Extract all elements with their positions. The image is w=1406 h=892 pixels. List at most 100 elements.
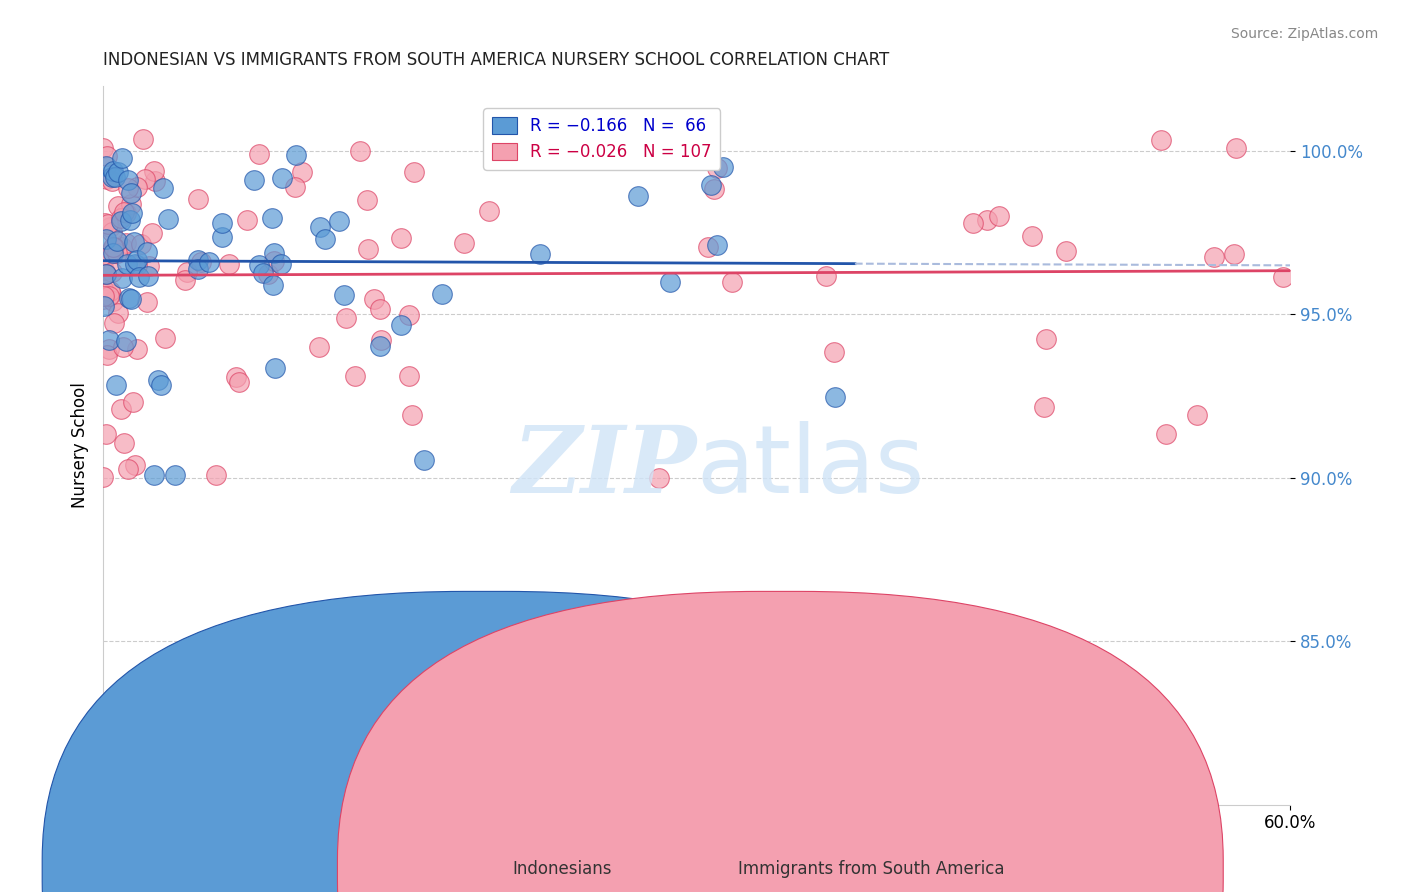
Point: [211, 229, 233, 244]
Point: [627, 188, 650, 202]
Point: [1185, 408, 1208, 422]
Point: [117, 181, 139, 195]
Point: [706, 161, 728, 175]
Point: [136, 269, 159, 284]
Point: [125, 342, 148, 356]
Point: [349, 144, 371, 158]
Point: [368, 339, 391, 353]
Point: [699, 178, 721, 192]
Point: [96, 348, 118, 362]
Point: [124, 458, 146, 472]
Point: [129, 237, 152, 252]
Point: [120, 196, 142, 211]
Point: [264, 360, 287, 375]
Point: [122, 394, 145, 409]
Point: [110, 402, 132, 417]
Point: [96, 232, 118, 246]
Point: [104, 377, 127, 392]
Point: [187, 262, 209, 277]
Point: [107, 164, 129, 178]
Point: [101, 294, 124, 309]
Point: [496, 152, 519, 166]
Point: [96, 172, 118, 186]
Point: [218, 257, 240, 271]
Point: [156, 212, 179, 227]
Point: [101, 163, 124, 178]
Point: [94, 267, 117, 281]
Point: [357, 242, 380, 256]
Point: [103, 246, 125, 260]
Point: [93, 141, 115, 155]
Point: [309, 220, 332, 235]
Point: [252, 266, 274, 280]
Point: [94, 159, 117, 173]
Point: [356, 193, 378, 207]
Point: [107, 306, 129, 320]
Point: [401, 409, 423, 423]
Point: [104, 169, 127, 184]
Point: [153, 330, 176, 344]
Point: [110, 271, 132, 285]
Point: [117, 462, 139, 476]
Point: [146, 373, 169, 387]
Point: [98, 289, 121, 303]
Point: [91, 292, 114, 306]
Point: [120, 292, 142, 306]
Point: [328, 214, 350, 228]
Point: [111, 340, 134, 354]
Text: atlas: atlas: [696, 421, 925, 513]
Point: [125, 179, 148, 194]
Point: [706, 238, 728, 252]
Point: [368, 301, 391, 316]
Point: [96, 149, 118, 163]
Point: [103, 316, 125, 330]
Point: [291, 165, 314, 179]
Point: [1054, 244, 1077, 258]
Point: [187, 252, 209, 267]
Point: [658, 275, 681, 289]
Point: [97, 248, 120, 262]
Point: [101, 240, 124, 254]
Point: [257, 267, 280, 281]
Point: [124, 257, 146, 271]
Point: [823, 345, 845, 359]
Point: [270, 257, 292, 271]
Point: [120, 186, 142, 201]
Point: [91, 470, 114, 484]
Point: [225, 370, 247, 384]
Point: [115, 206, 138, 220]
Point: [91, 282, 114, 296]
Point: [101, 174, 124, 188]
Point: [187, 192, 209, 206]
Y-axis label: Nursery School: Nursery School: [72, 382, 89, 508]
Point: [976, 213, 998, 227]
Point: [335, 310, 357, 325]
Point: [117, 173, 139, 187]
Point: [93, 263, 115, 277]
Point: [404, 164, 426, 178]
Point: [118, 213, 141, 227]
Point: [97, 217, 120, 231]
Point: [389, 318, 412, 333]
Point: [1154, 427, 1177, 442]
Point: [247, 258, 270, 272]
Point: [105, 245, 128, 260]
Point: [648, 470, 671, 484]
Point: [98, 284, 121, 298]
Point: [136, 295, 159, 310]
Point: [1222, 247, 1244, 261]
Point: [101, 265, 124, 279]
Point: [94, 427, 117, 442]
Point: [453, 235, 475, 250]
Point: [198, 255, 221, 269]
Point: [101, 170, 124, 185]
Point: [247, 146, 270, 161]
Text: Indonesians: Indonesians: [513, 860, 612, 878]
Point: [314, 232, 336, 246]
Point: [118, 291, 141, 305]
Point: [1021, 229, 1043, 244]
Point: [1150, 133, 1173, 147]
Text: Immigrants from South America: Immigrants from South America: [738, 860, 1005, 878]
Point: [103, 240, 125, 254]
Point: [115, 257, 138, 271]
